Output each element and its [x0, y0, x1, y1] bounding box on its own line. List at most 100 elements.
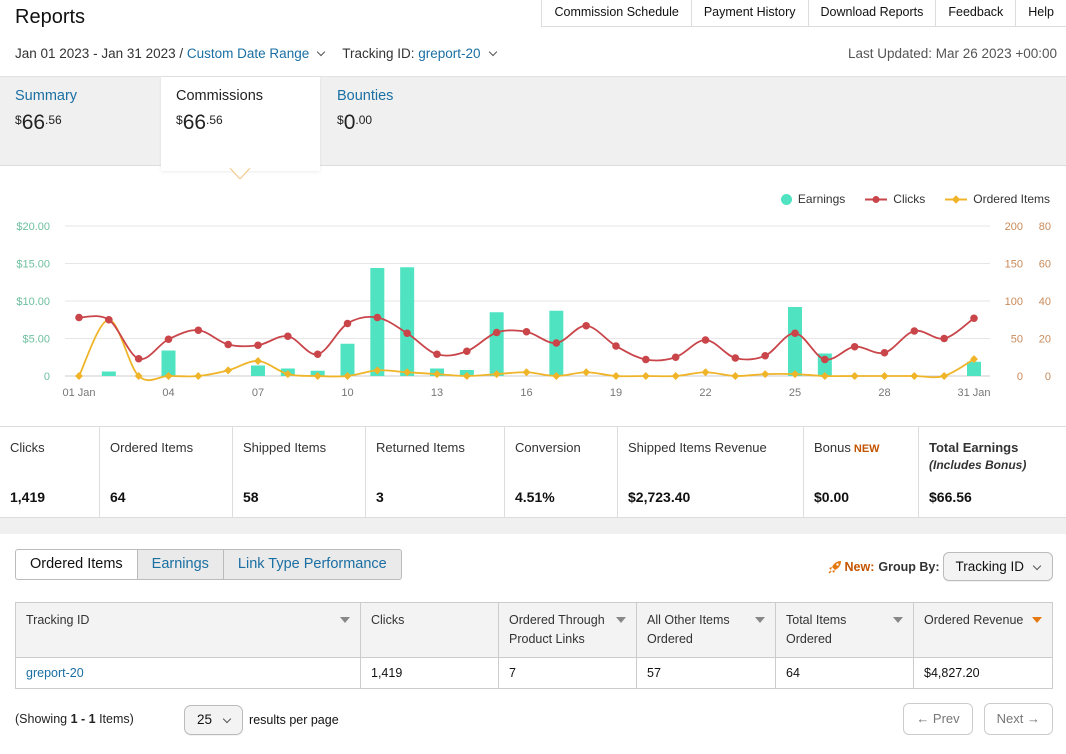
nav-feedback[interactable]: Feedback — [936, 0, 1017, 26]
ordered-items-point — [164, 372, 173, 380]
per-page-control: 25 results per page — [184, 705, 339, 735]
next-button[interactable]: Next → — [983, 703, 1053, 735]
sort-icon — [893, 617, 903, 623]
col-all-other-items-ordered[interactable]: All Other Items Ordered — [636, 602, 776, 658]
clicks-point — [791, 329, 799, 338]
ordered-items-point — [582, 368, 591, 377]
y-left-tick-label: $10.00 — [16, 296, 50, 308]
clicks-point — [970, 314, 978, 323]
clicks-point — [313, 350, 322, 359]
col-total-items-ordered[interactable]: Total Items Ordered — [775, 602, 914, 658]
tracking-id-link[interactable]: greport-20 — [26, 666, 84, 680]
chevron-down-icon[interactable] — [316, 47, 326, 56]
tab-link-type-performance[interactable]: Link Type Performance — [222, 549, 402, 580]
x-tick-label: 01 Jan — [62, 387, 95, 399]
nav-help[interactable]: Help — [1028, 5, 1054, 19]
clicks-point — [761, 351, 769, 360]
clicks-point — [552, 339, 561, 347]
y-left-tick-label: $15.00 — [16, 259, 50, 271]
per-page-select[interactable]: 25 — [184, 705, 244, 735]
tab-earnings[interactable]: Earnings — [136, 549, 224, 580]
earnings-bar — [340, 343, 355, 376]
clicks-point — [880, 348, 889, 357]
group-by-control: New: Group By: Tracking ID — [828, 552, 1053, 581]
col-clicks[interactable]: Clicks — [360, 602, 499, 658]
table-row: greport-20 1,419 7 57 64 $4,827.20 — [15, 657, 1053, 689]
y-left-tick-label: 0 — [44, 371, 50, 383]
ordered-items-point — [880, 372, 889, 380]
earnings-bar — [489, 312, 504, 376]
clicks-point — [134, 354, 143, 363]
ordered-items-point — [75, 372, 83, 380]
x-tick-label: 31 Jan — [957, 387, 990, 399]
x-tick-label: 07 — [252, 387, 264, 399]
y-right-tick-label: 100 — [1005, 296, 1023, 308]
page-title: Reports — [15, 6, 86, 28]
chart-legend: Earnings Clicks Ordered Items — [761, 192, 1050, 206]
ordered-items-point — [283, 370, 292, 379]
ordered-items-point — [761, 370, 770, 379]
pagination: ← Prev Next → — [892, 703, 1053, 735]
stat-bonus: Bonus NEW $0.00 — [804, 427, 919, 518]
tab-ordered-items[interactable]: Ordered Items — [15, 549, 138, 580]
ordered-items-point — [612, 372, 620, 380]
clicks-point — [850, 342, 859, 351]
clicks-point — [164, 335, 173, 344]
earnings-bar — [251, 365, 265, 376]
cell-ordered-through: 7 — [498, 657, 637, 689]
custom-date-range-dropdown[interactable]: Custom Date Range — [186, 46, 310, 61]
tab-commissions[interactable]: Commissions $66.56 — [161, 77, 320, 171]
stats-row: Clicks 1,419 Ordered Items 64 Shipped Item… — [0, 426, 1066, 518]
top-nav: Commission Schedule Payment History Down… — [541, 0, 1066, 27]
clicks-point — [910, 327, 919, 335]
prev-button[interactable]: ← Prev — [903, 703, 973, 735]
ordered-items-point — [701, 368, 710, 377]
x-tick-label: 16 — [520, 387, 532, 399]
clicks-point — [433, 350, 441, 359]
y-right2-tick-label: 20 — [1039, 334, 1051, 346]
legend-item-ordered-items[interactable]: Ordered Items — [945, 192, 1050, 206]
filter-row: Jan 01 2023 - Jan 31 2023 / Custom Date … — [15, 46, 497, 61]
legend-item-clicks[interactable]: Clicks — [865, 192, 925, 206]
tab-bounties[interactable]: Bounties $0.00 — [322, 77, 408, 167]
tracking-id-dropdown[interactable]: greport-20 — [418, 46, 481, 61]
y-right-tick-label: 150 — [1005, 259, 1023, 271]
y-right-tick-label: 50 — [1011, 334, 1023, 346]
ordered-items-point — [522, 368, 531, 377]
performance-chart: Earnings Clicks Ordered Items 0 0 0 $5.00 50… — [0, 166, 1066, 426]
nav-payment-history[interactable]: Payment History — [692, 0, 809, 26]
col-ordered-through-product-links[interactable]: Ordered Through Product Links — [498, 602, 637, 658]
stat-shipped-revenue: Shipped Items Revenue $2,723.40 — [618, 427, 804, 518]
sort-icon — [755, 617, 765, 623]
clicks-point — [492, 328, 501, 337]
clicks-point — [463, 347, 471, 356]
y-right-tick-label: 0 — [1017, 371, 1023, 383]
nav-commission-schedule[interactable]: Commission Schedule — [542, 0, 692, 26]
clicks-point — [105, 315, 113, 324]
showing-count: (Showing 1 - 1 Items) — [15, 712, 134, 726]
tab-commissions-label: Commissions — [176, 88, 264, 104]
ordered-items-point — [433, 370, 441, 379]
tab-bounties-label: Bounties — [337, 88, 394, 104]
x-tick-label: 28 — [878, 387, 890, 399]
legend-item-earnings[interactable]: Earnings — [780, 192, 845, 206]
earnings-bar — [101, 371, 116, 376]
chevron-down-icon — [222, 714, 232, 724]
group-by-select[interactable]: Tracking ID — [943, 552, 1053, 581]
ordered-items-point — [462, 372, 471, 380]
chevron-down-icon[interactable] — [488, 47, 497, 56]
clicks-point — [194, 326, 203, 335]
tracking-id-label: Tracking ID: — [342, 46, 415, 61]
clicks-point — [224, 340, 232, 349]
clicks-point — [373, 313, 382, 322]
y-right2-tick-label: 40 — [1039, 296, 1051, 308]
ordered-items-point — [403, 368, 412, 377]
cell-other-items: 57 — [636, 657, 776, 689]
x-tick-label: 13 — [431, 387, 443, 399]
col-tracking-id[interactable]: Tracking ID — [15, 602, 361, 658]
sort-desc-icon — [1032, 617, 1042, 623]
tab-summary[interactable]: Summary $66.56 — [0, 77, 92, 167]
nav-download-reports[interactable]: Download Reports — [809, 0, 937, 26]
ordered-items-point — [134, 372, 143, 380]
col-ordered-revenue[interactable]: Ordered Revenue — [913, 602, 1053, 658]
